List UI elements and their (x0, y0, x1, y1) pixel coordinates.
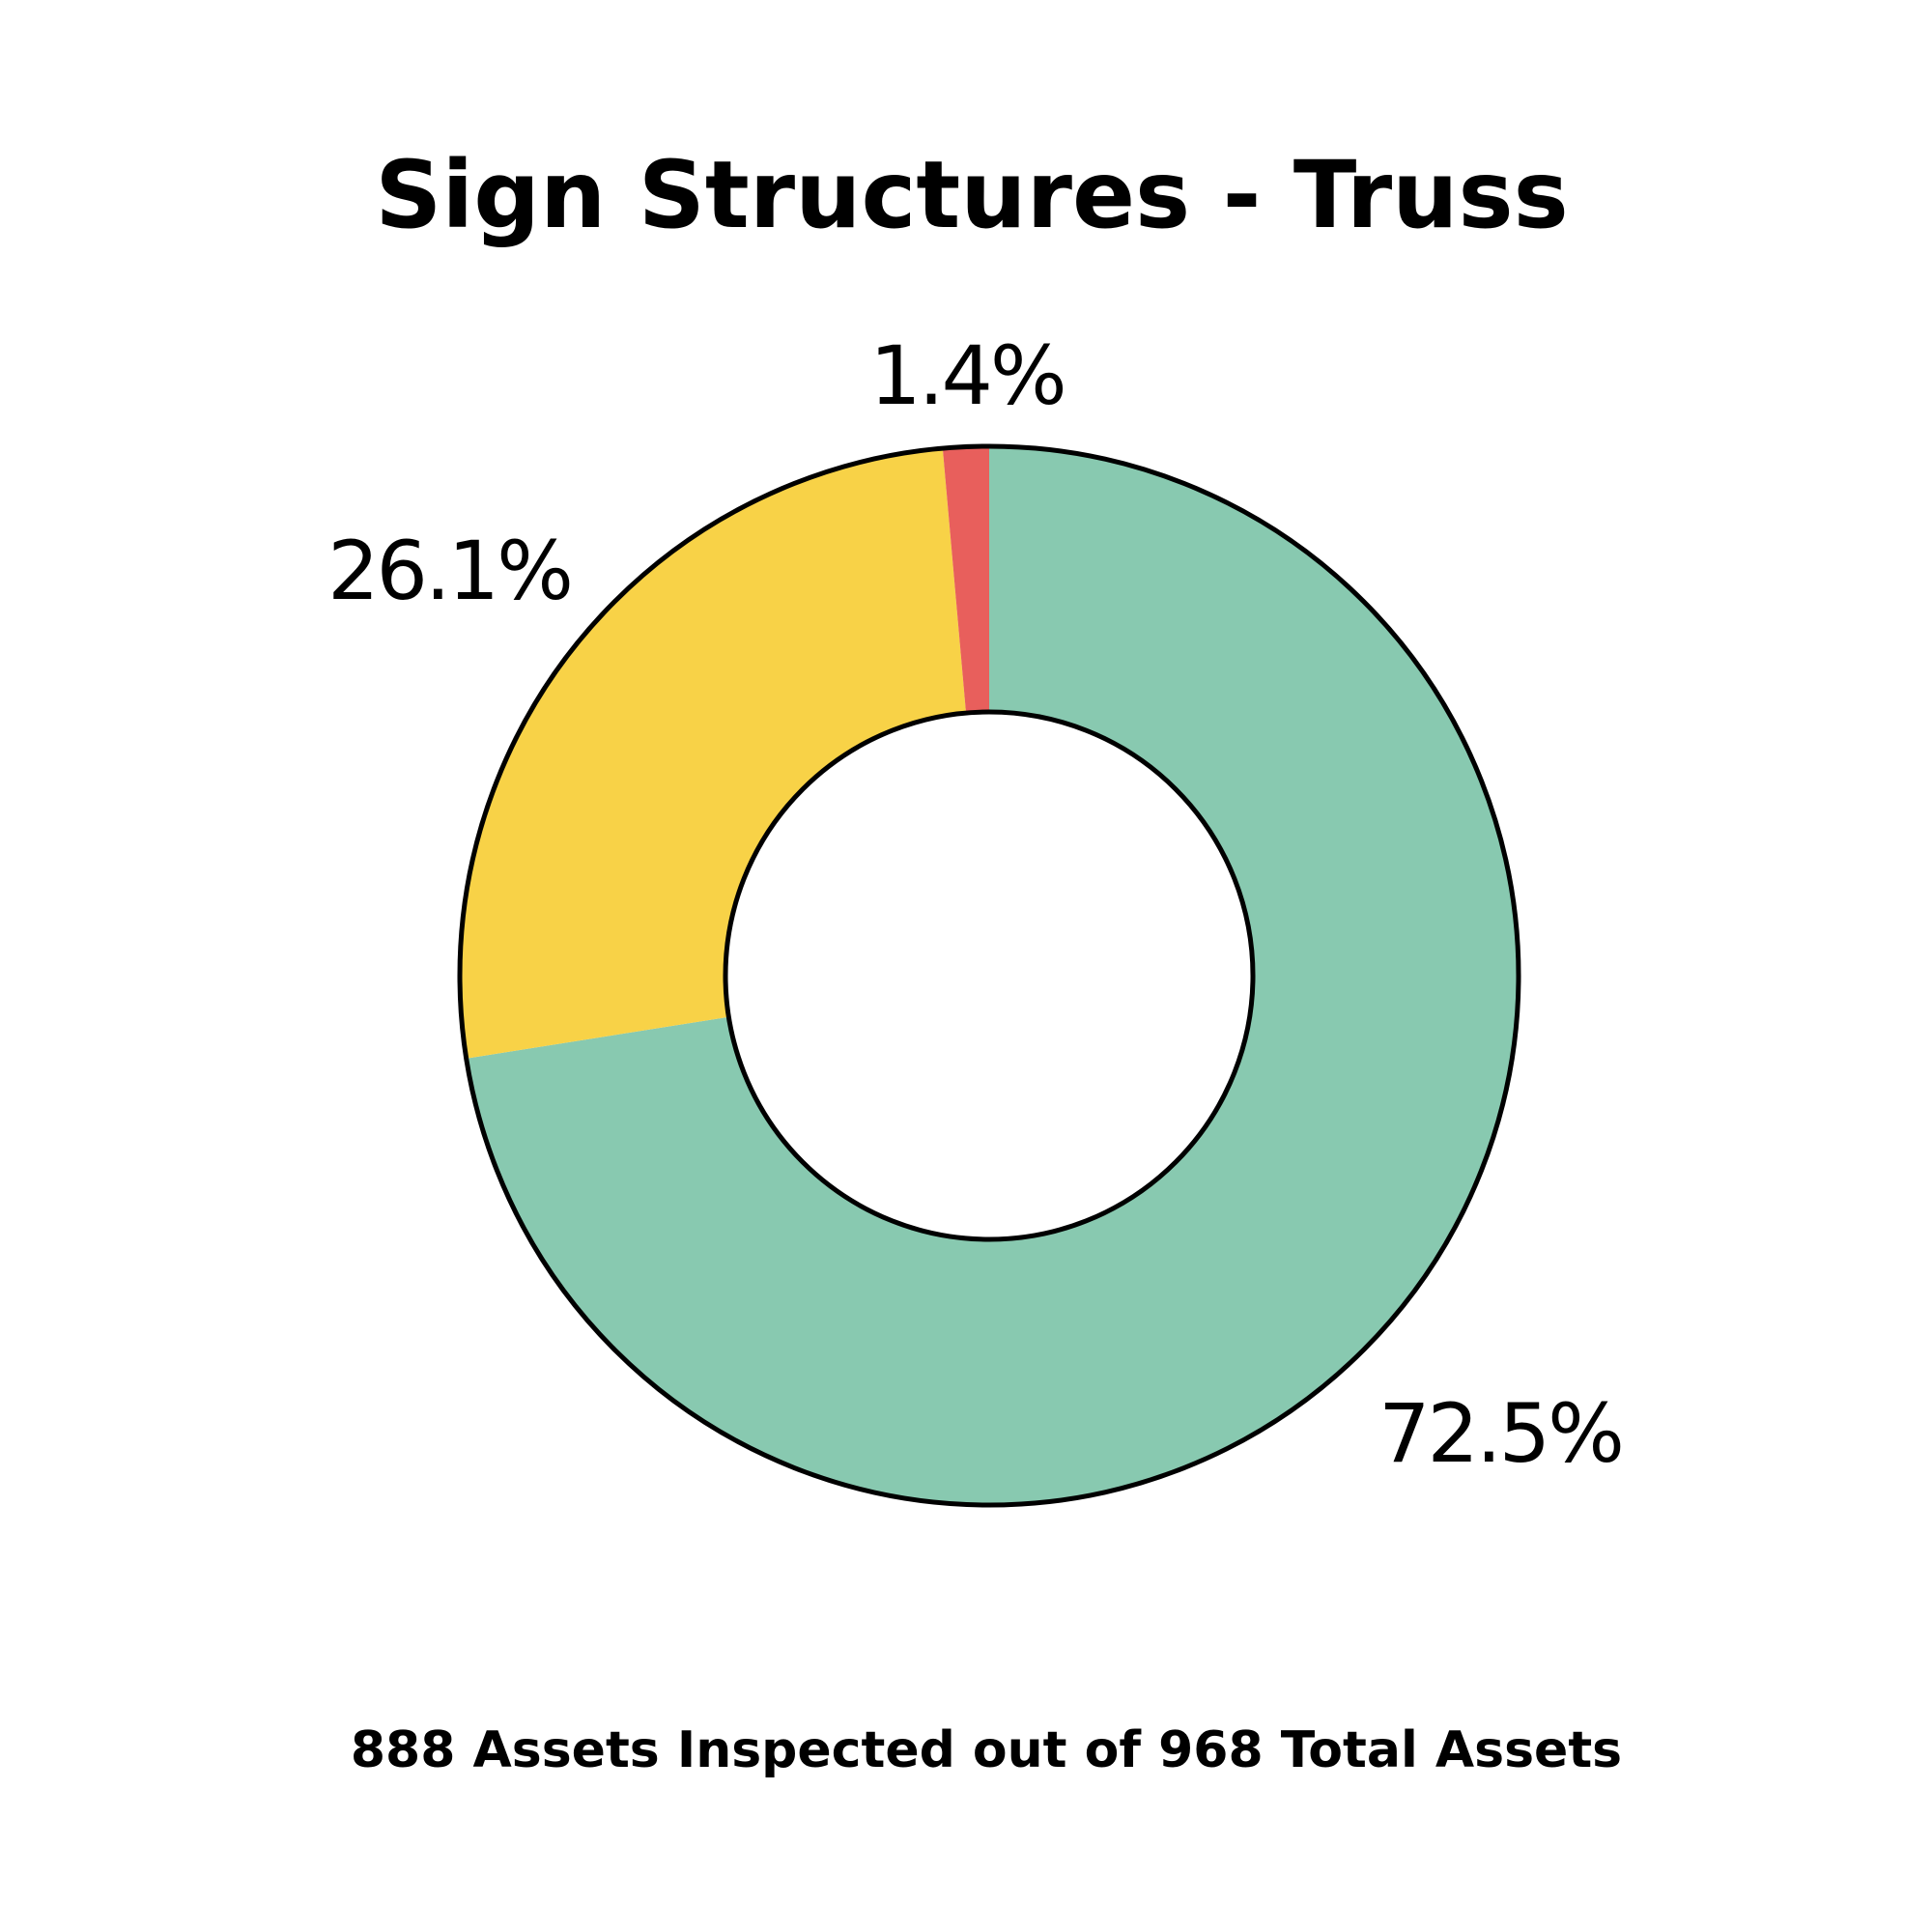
slice-1 (460, 448, 967, 1059)
slices-group (457, 443, 1521, 1508)
slice-label-1: 26.1% (327, 524, 571, 618)
outer-ring-outline (457, 443, 1521, 1508)
chart-title: Sign Structures - Truss (375, 141, 1569, 249)
inner-ring-outline (723, 709, 1256, 1242)
slice-0 (466, 446, 1519, 1505)
slice-label-0: 72.5% (1378, 1386, 1622, 1481)
chart-footer: 888 Assets Inspected out of 968 Total As… (351, 1721, 1622, 1779)
slice-label-2: 1.4% (869, 328, 1064, 423)
labels-group: 72.5% 26.1% 1.4% (327, 328, 1625, 1481)
slice-2 (942, 446, 989, 714)
